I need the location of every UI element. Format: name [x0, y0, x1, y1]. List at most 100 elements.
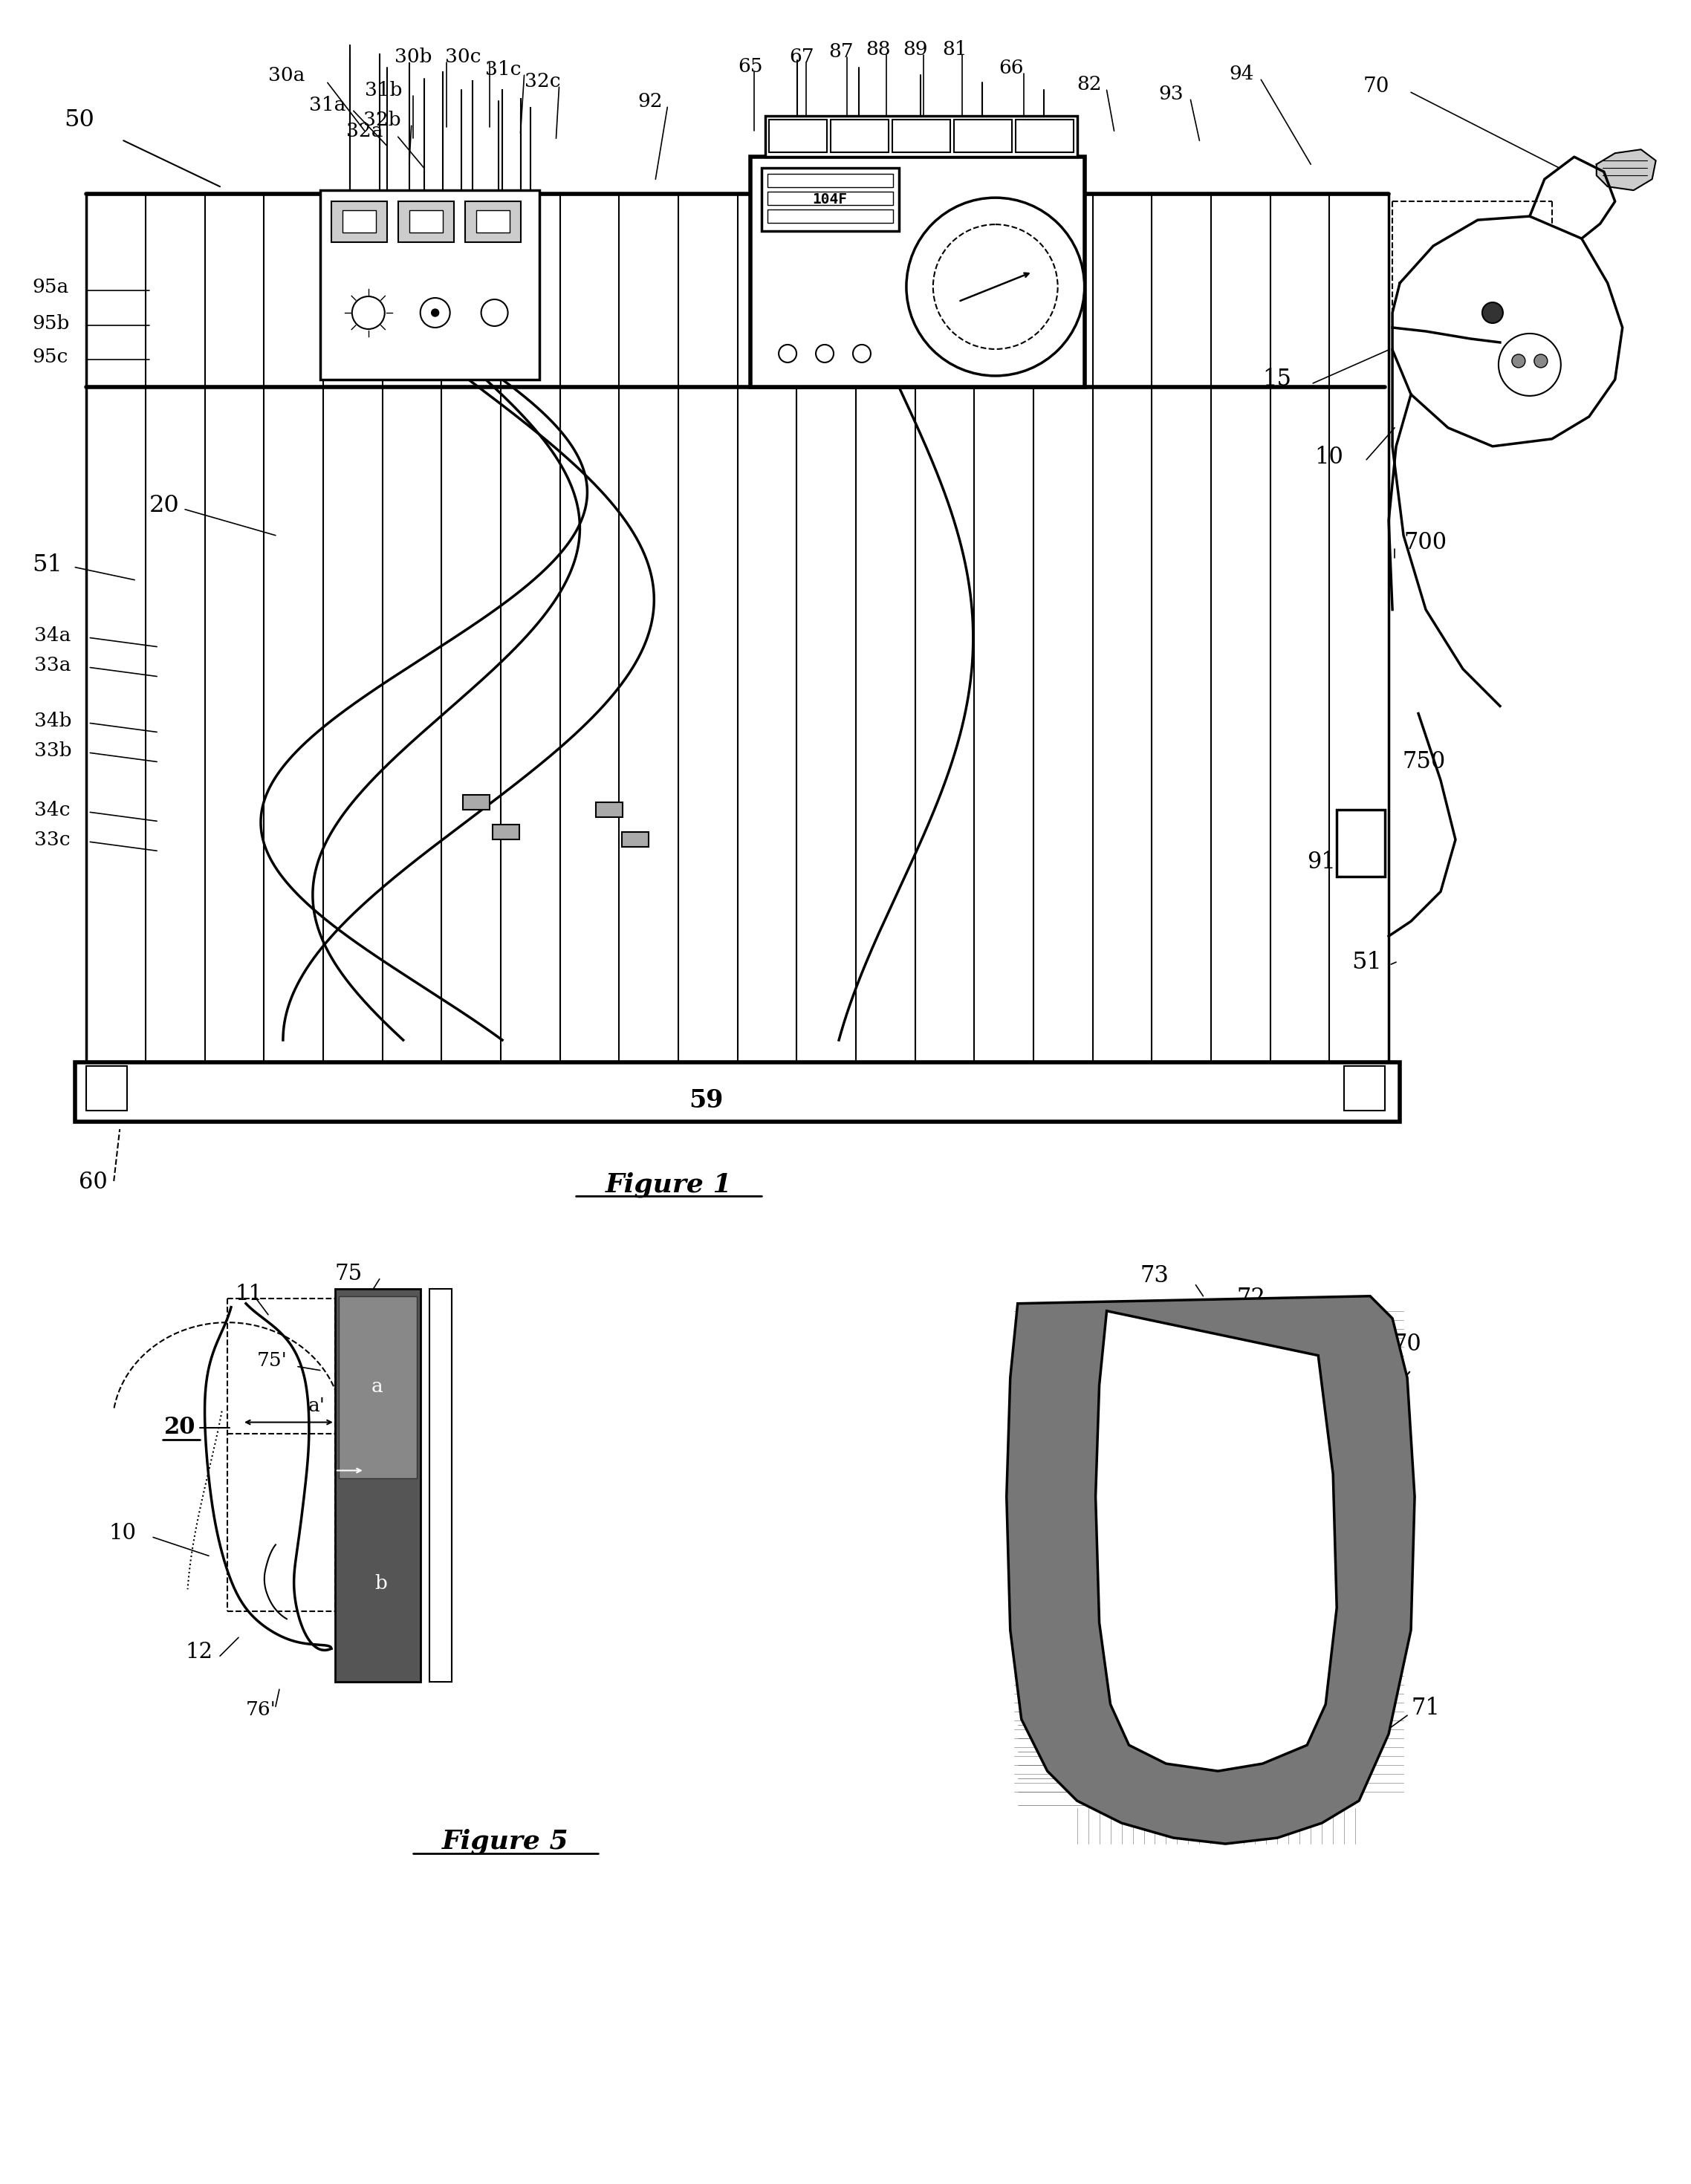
- Bar: [342, 210, 375, 232]
- Bar: [622, 832, 649, 847]
- Text: 32c: 32c: [524, 72, 560, 90]
- Text: 87: 87: [829, 41, 854, 61]
- Text: 81: 81: [942, 39, 967, 59]
- Text: 82: 82: [1077, 74, 1103, 94]
- Bar: [397, 201, 453, 242]
- Text: 11: 11: [235, 1284, 262, 1304]
- Text: 34a: 34a: [34, 627, 71, 644]
- Text: 92: 92: [638, 92, 663, 111]
- Bar: [430, 1289, 451, 1682]
- Text: a: a: [372, 1378, 384, 1396]
- Circle shape: [352, 297, 384, 330]
- Circle shape: [1483, 301, 1503, 323]
- Text: Figure 5: Figure 5: [443, 1828, 568, 1854]
- Text: 51: 51: [1351, 950, 1382, 974]
- Text: 15: 15: [1263, 369, 1292, 391]
- Bar: [1344, 1066, 1385, 1109]
- Text: 71: 71: [1410, 1697, 1439, 1719]
- Text: 33b: 33b: [34, 740, 73, 760]
- Text: 31a: 31a: [309, 96, 345, 114]
- Text: 750: 750: [1402, 751, 1446, 773]
- Text: 95b: 95b: [32, 314, 69, 334]
- Text: 73: 73: [1140, 1265, 1168, 1289]
- Text: b: b: [375, 1575, 387, 1592]
- Text: 51: 51: [32, 553, 63, 577]
- Text: 32b: 32b: [364, 111, 401, 129]
- Circle shape: [1498, 334, 1561, 395]
- Text: 31b: 31b: [365, 81, 402, 100]
- Text: 20: 20: [149, 494, 179, 518]
- Text: 93: 93: [1158, 85, 1184, 103]
- Text: 76': 76': [245, 1699, 276, 1719]
- Text: 60: 60: [79, 1171, 108, 1195]
- Circle shape: [815, 345, 834, 363]
- Bar: [74, 1061, 1400, 1123]
- Bar: [465, 201, 521, 242]
- Text: 10: 10: [108, 1522, 135, 1544]
- Circle shape: [1534, 354, 1547, 367]
- Text: 34c: 34c: [34, 802, 71, 819]
- Bar: [335, 1289, 421, 1682]
- Text: 74: 74: [379, 1481, 411, 1505]
- Bar: [761, 168, 900, 232]
- Bar: [86, 1066, 127, 1109]
- Text: 30a: 30a: [269, 66, 304, 85]
- Text: 31c: 31c: [485, 59, 521, 79]
- Text: 20: 20: [164, 1415, 196, 1439]
- Text: 10: 10: [1314, 446, 1343, 470]
- Text: 72: 72: [1236, 1286, 1265, 1310]
- Text: 70: 70: [1392, 1332, 1420, 1356]
- Text: 89: 89: [903, 39, 928, 59]
- Bar: [1015, 120, 1074, 153]
- Text: 30b: 30b: [394, 48, 431, 66]
- Bar: [830, 120, 888, 153]
- Text: 12: 12: [184, 1642, 213, 1662]
- Bar: [768, 210, 893, 223]
- Text: 65: 65: [737, 57, 763, 76]
- Bar: [766, 116, 1077, 157]
- Text: 67: 67: [790, 48, 813, 66]
- Bar: [463, 795, 489, 810]
- Circle shape: [1512, 354, 1525, 367]
- Bar: [475, 210, 509, 232]
- Circle shape: [421, 297, 450, 328]
- Circle shape: [780, 345, 796, 363]
- Text: 88: 88: [866, 39, 891, 59]
- Text: 80: 80: [881, 290, 910, 312]
- Text: 75': 75': [257, 1352, 287, 1369]
- Text: 33c: 33c: [34, 830, 71, 850]
- Text: Figure 1: Figure 1: [605, 1173, 732, 1197]
- Bar: [409, 210, 443, 232]
- Bar: [320, 190, 539, 380]
- Text: 30c: 30c: [445, 48, 480, 66]
- Polygon shape: [1596, 149, 1655, 190]
- Bar: [338, 1295, 416, 1479]
- Text: 95c: 95c: [32, 347, 68, 367]
- Text: a': a': [308, 1396, 325, 1415]
- Circle shape: [852, 345, 871, 363]
- Bar: [768, 175, 893, 188]
- Text: 32a: 32a: [347, 122, 382, 140]
- Text: 91: 91: [1307, 850, 1336, 874]
- Circle shape: [482, 299, 507, 325]
- Text: 94: 94: [1229, 66, 1255, 83]
- Bar: [768, 192, 893, 205]
- Text: 75: 75: [335, 1262, 362, 1284]
- Text: 70: 70: [1363, 76, 1388, 96]
- Bar: [893, 120, 950, 153]
- Text: 33a: 33a: [34, 655, 71, 675]
- Polygon shape: [1096, 1310, 1338, 1771]
- Text: 66: 66: [999, 59, 1025, 76]
- Bar: [331, 201, 387, 242]
- Bar: [1338, 810, 1385, 876]
- Bar: [769, 120, 827, 153]
- Bar: [492, 826, 519, 839]
- Text: 59: 59: [688, 1088, 724, 1114]
- Circle shape: [933, 225, 1059, 349]
- Bar: [954, 120, 1011, 153]
- Bar: [597, 802, 622, 817]
- Polygon shape: [1006, 1295, 1415, 1843]
- Text: 95a: 95a: [32, 277, 69, 297]
- Text: 34b: 34b: [34, 712, 73, 729]
- Text: 104F: 104F: [812, 192, 847, 205]
